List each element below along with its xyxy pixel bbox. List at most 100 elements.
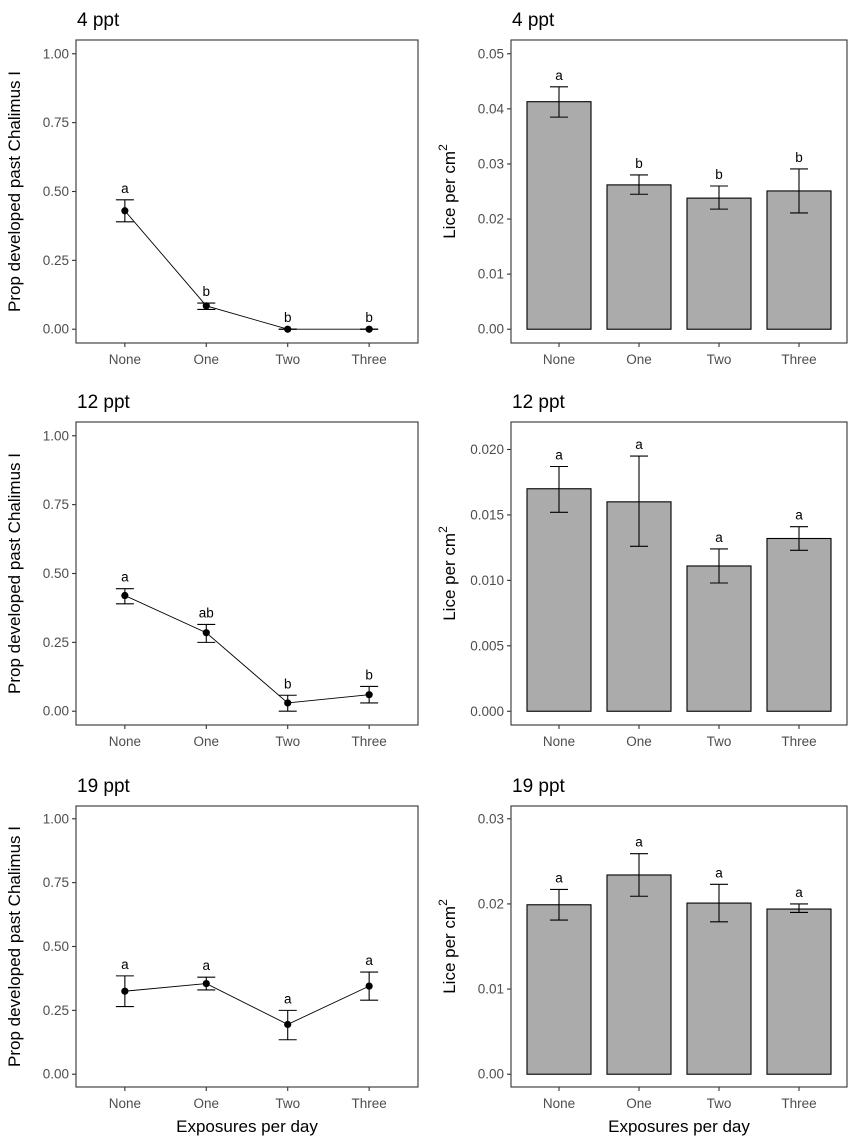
x-axis-label: Exposures per day bbox=[608, 1117, 750, 1136]
panel-title: 19 ppt bbox=[512, 776, 566, 797]
data-point-two bbox=[284, 699, 292, 707]
x-tick-label: One bbox=[194, 734, 220, 749]
y-tick-label: 1.00 bbox=[43, 46, 69, 61]
error-bar bbox=[550, 888, 568, 921]
x-tick-label: None bbox=[109, 734, 141, 749]
x-tick-label: Three bbox=[781, 734, 816, 749]
y-tick-label: 0.03 bbox=[478, 811, 504, 826]
data-point-none bbox=[121, 207, 129, 215]
significance-letter: b bbox=[284, 676, 292, 691]
plot-frame bbox=[510, 805, 848, 1088]
y-tick-label: 0.00 bbox=[478, 1067, 504, 1082]
y-tick-label: 0.75 bbox=[43, 875, 69, 890]
data-point-one bbox=[202, 629, 210, 637]
x-tick-label: One bbox=[194, 1096, 220, 1111]
x-tick-label: None bbox=[109, 352, 141, 367]
significance-letter: a bbox=[555, 68, 563, 83]
x-tick-label: Three bbox=[352, 1096, 387, 1111]
y-axis-label-text: Prop developed past Chalimus I bbox=[5, 71, 24, 312]
series-line bbox=[124, 595, 370, 704]
y-tick-label: 0.015 bbox=[470, 507, 504, 522]
error-bar bbox=[710, 548, 728, 584]
y-axis-label-superscript: 2 bbox=[436, 526, 450, 533]
y-tick-label: 0.04 bbox=[478, 101, 505, 116]
y-tick-label: 0.00 bbox=[478, 322, 504, 337]
panel-1: 4 ppt 0.00 0.25 0.50 0.75 1.00 None One Two Three… bbox=[5, 10, 419, 367]
error-bar bbox=[630, 174, 648, 195]
bar-two bbox=[686, 565, 752, 712]
y-axis-label-text: Prop developed past Chalimus I bbox=[5, 826, 24, 1067]
error-bar bbox=[550, 465, 568, 513]
x-tick-label: One bbox=[626, 352, 652, 367]
y-axis-label: Lice per cm2 bbox=[436, 526, 459, 621]
significance-letter: b bbox=[795, 150, 803, 165]
significance-letter: a bbox=[121, 957, 129, 972]
x-tick-label: Two bbox=[275, 1096, 300, 1111]
y-tick-label: 1.00 bbox=[43, 428, 69, 443]
x-tick-label: Three bbox=[781, 1096, 816, 1111]
error-bar bbox=[630, 455, 648, 547]
data-point-none bbox=[121, 987, 129, 995]
panel-6: 19 ppt 0.00 0.01 0.02 0.03 None One Two Three Lic… bbox=[436, 776, 848, 1136]
data-point-two bbox=[284, 325, 292, 333]
bar-two bbox=[686, 902, 752, 1075]
series-line bbox=[124, 983, 370, 1025]
error-bar bbox=[790, 168, 808, 214]
data-point-none bbox=[121, 591, 129, 600]
y-tick-label: 0.005 bbox=[470, 638, 504, 653]
data-point-one bbox=[202, 979, 210, 988]
bar-none bbox=[526, 904, 592, 1075]
y-tick-label: 0.00 bbox=[43, 322, 69, 337]
y-axis-label-superscript: 2 bbox=[436, 899, 450, 906]
data-point-two bbox=[284, 1020, 292, 1029]
panel-4: 12 ppt 0.000 0.005 0.010 0.015 0.020 None One Tw… bbox=[436, 392, 848, 749]
y-tick-label: 0.01 bbox=[478, 982, 504, 997]
x-axis-label: Exposures per day bbox=[176, 1117, 318, 1136]
panel-title: 12 ppt bbox=[77, 392, 131, 413]
y-axis-label-text: Lice per cm bbox=[440, 533, 459, 621]
y-axis-label: Lice per cm2 bbox=[436, 899, 459, 994]
y-tick-label: 0.000 bbox=[470, 704, 504, 719]
x-tick-label: One bbox=[626, 734, 652, 749]
panel-title: 4 ppt bbox=[77, 10, 120, 31]
plot-frame bbox=[75, 805, 419, 1088]
significance-letter: a bbox=[121, 181, 129, 196]
bar-none bbox=[526, 101, 592, 330]
x-tick-label: Two bbox=[707, 1096, 732, 1111]
significance-letter: a bbox=[365, 953, 373, 968]
y-tick-label: 0.05 bbox=[478, 46, 504, 61]
x-tick-label: None bbox=[543, 1096, 575, 1111]
significance-letter: b bbox=[284, 310, 292, 325]
y-tick-label: 0.00 bbox=[43, 704, 69, 719]
bar-three bbox=[766, 537, 832, 712]
y-tick-label: 0.50 bbox=[43, 566, 69, 581]
significance-letter: b bbox=[635, 156, 643, 171]
x-tick-label: Three bbox=[781, 352, 816, 367]
data-point-three bbox=[365, 982, 373, 990]
y-axis-label-text: Lice per cm bbox=[440, 151, 459, 239]
y-tick-label: 0.01 bbox=[478, 267, 504, 282]
significance-letter: a bbox=[555, 448, 563, 463]
significance-letter: a bbox=[284, 991, 292, 1006]
x-tick-label: One bbox=[194, 352, 220, 367]
panel-2: 4 ppt 0.00 0.01 0.02 0.03 0.04 0.05 None One Two T… bbox=[436, 10, 848, 367]
bar-three bbox=[766, 908, 832, 1075]
bar-one bbox=[606, 874, 672, 1075]
y-tick-label: 0.75 bbox=[43, 115, 69, 130]
significance-letter: a bbox=[795, 508, 803, 523]
y-axis-label-text: Prop developed past Chalimus I bbox=[5, 453, 24, 694]
x-tick-label: None bbox=[109, 1096, 141, 1111]
x-tick-label: Three bbox=[352, 352, 387, 367]
x-tick-label: Two bbox=[707, 734, 732, 749]
significance-letter: a bbox=[795, 885, 803, 900]
significance-letter: a bbox=[635, 835, 643, 850]
x-tick-label: One bbox=[626, 1096, 652, 1111]
y-tick-label: 0.02 bbox=[478, 896, 504, 911]
error-bar bbox=[550, 86, 568, 118]
x-tick-label: Three bbox=[352, 734, 387, 749]
y-tick-label: 0.020 bbox=[470, 442, 504, 457]
x-tick-label: Two bbox=[707, 352, 732, 367]
significance-letter: ab bbox=[199, 605, 214, 620]
y-tick-label: 0.25 bbox=[43, 253, 69, 268]
